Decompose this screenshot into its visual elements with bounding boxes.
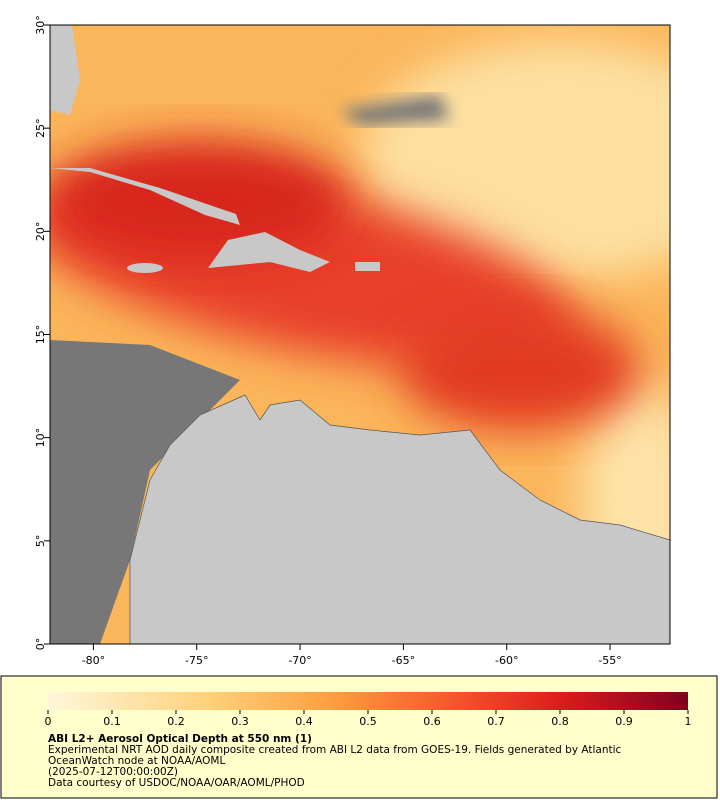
caption-line: Experimental NRT AOD daily composite cre… <box>48 744 622 756</box>
colorbar-tick-label: 1 <box>685 715 692 728</box>
colorbar-tick-label: 0.3 <box>231 715 249 728</box>
x-tick-label: -55° <box>598 654 621 667</box>
y-tick-label: 25° <box>34 118 47 138</box>
x-tick-label: -60° <box>495 654 518 667</box>
x-tick-label: -70° <box>288 654 311 667</box>
caption-line: Data courtesy of USDOC/NOAA/OAR/AOML/PHO… <box>48 777 305 789</box>
x-tick-label: -75° <box>185 654 208 667</box>
y-tick-label: 5° <box>34 535 47 548</box>
caption-line: OceanWatch node at NOAA/AOML <box>48 755 225 767</box>
map <box>50 25 670 644</box>
colorbar-tick-label: 0.2 <box>167 715 185 728</box>
colorbar-tick-label: 0 <box>45 715 52 728</box>
y-tick-label: 15° <box>34 325 47 345</box>
x-tick-label: -65° <box>392 654 415 667</box>
colorbar-tick-label: 0.1 <box>103 715 121 728</box>
caption-title: ABI L2+ Aerosol Optical Depth at 550 nm … <box>48 733 312 745</box>
y-tick-label: 30° <box>34 15 47 35</box>
colorbar-tick-label: 0.6 <box>423 715 441 728</box>
colorbar-tick-label: 0.5 <box>359 715 377 728</box>
caption-line: (2025-07-12T00:00:00Z) <box>48 766 178 778</box>
colorbar-tick-label: 0.4 <box>295 715 313 728</box>
colorbar <box>48 692 688 710</box>
x-tick-label: -80° <box>82 654 105 667</box>
colorbar-tick-label: 0.8 <box>551 715 569 728</box>
y-tick-label: 10° <box>34 428 47 448</box>
y-tick-label: 20° <box>34 222 47 242</box>
colorbar-tick-label: 0.7 <box>487 715 505 728</box>
y-tick-label: 0° <box>34 638 47 651</box>
colorbar-tick-label: 0.9 <box>615 715 633 728</box>
